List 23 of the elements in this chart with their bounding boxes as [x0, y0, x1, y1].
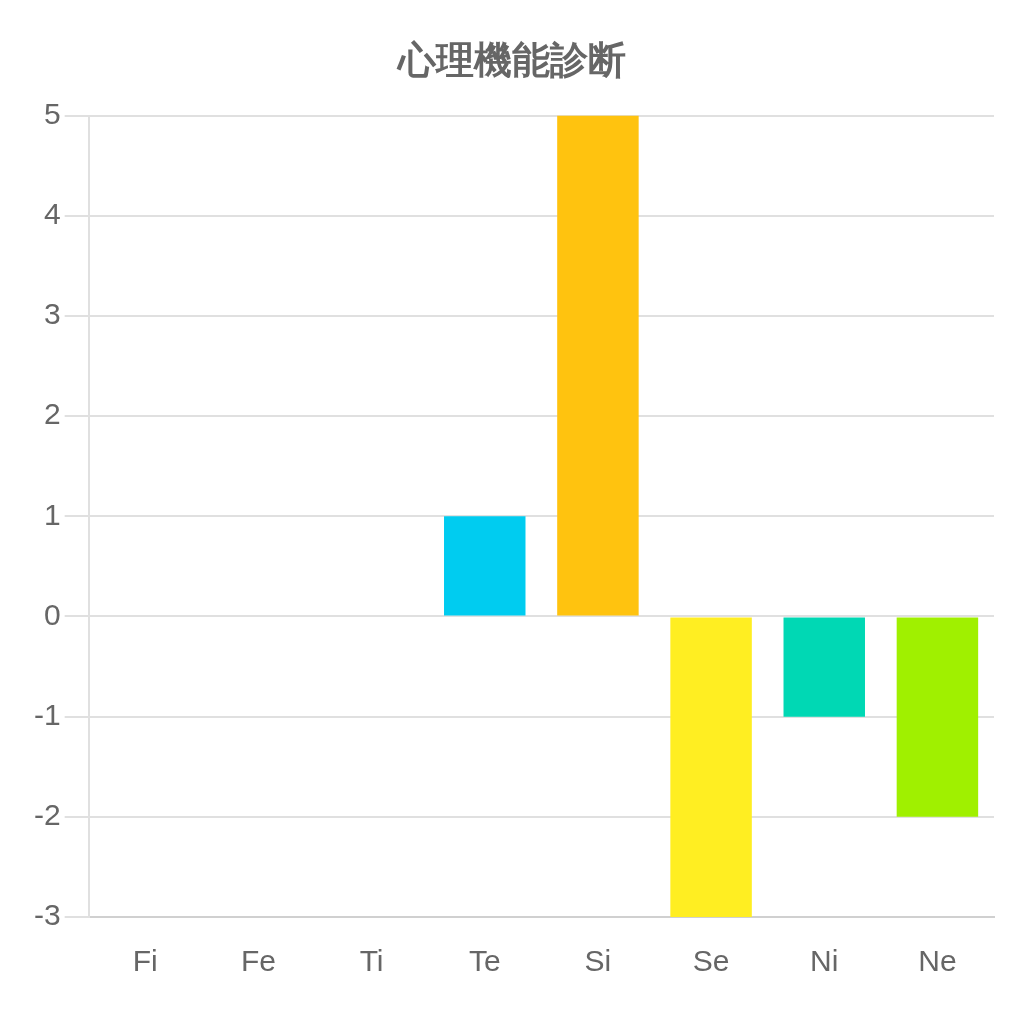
bar: [670, 617, 752, 917]
bar: [557, 115, 639, 616]
y-tick-label: 3: [43, 297, 61, 331]
x-tick-label: Se: [692, 944, 730, 978]
y-tick-label: 0: [43, 597, 61, 631]
bar: [896, 617, 979, 817]
x-tick-label: Ni: [810, 944, 839, 978]
bar: [444, 516, 526, 616]
x-tick-label: Ti: [359, 944, 384, 978]
x-tick-label: Fe: [240, 944, 276, 978]
y-tick-label: 5: [43, 96, 61, 130]
x-tick-label: Te: [468, 944, 501, 978]
y-tick-label: 1: [43, 497, 61, 531]
y-tick-label: -3: [33, 898, 61, 932]
chart-title: 心理機能診断: [396, 37, 626, 82]
y-tick-label: 4: [43, 197, 61, 231]
x-tick-label: Ne: [918, 944, 957, 978]
x-tick-label: Fi: [132, 944, 158, 978]
x-tick-label: Si: [584, 944, 612, 978]
y-tick-label: -1: [33, 697, 61, 731]
y-tick-label: -2: [33, 798, 61, 832]
y-tick-label: 2: [43, 397, 61, 431]
bar: [783, 617, 865, 717]
